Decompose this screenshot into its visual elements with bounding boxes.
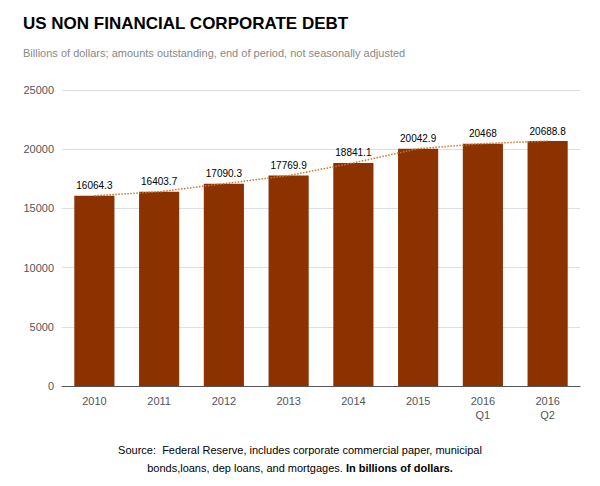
- svg-text:20042.9: 20042.9: [400, 133, 437, 144]
- svg-text:5000: 5000: [30, 321, 54, 333]
- svg-text:20688.8: 20688.8: [530, 126, 567, 137]
- svg-text:0: 0: [48, 380, 54, 392]
- svg-text:17090.3: 17090.3: [206, 168, 243, 179]
- svg-text:Billions of dollars; amounts o: Billions of dollars; amounts outstanding…: [23, 47, 405, 59]
- svg-text:10000: 10000: [23, 262, 54, 274]
- svg-text:2016: 2016: [535, 395, 559, 407]
- svg-text:2013: 2013: [276, 395, 300, 407]
- svg-text:18841.1: 18841.1: [335, 147, 372, 158]
- svg-text:2010: 2010: [82, 395, 106, 407]
- svg-text:25000: 25000: [23, 84, 54, 96]
- svg-text:2016: 2016: [471, 395, 495, 407]
- svg-text:In billions of dollars.: In billions of dollars.: [346, 462, 453, 474]
- svg-text:16064.3: 16064.3: [76, 180, 113, 191]
- svg-text:bonds,loans, dep loans, and mo: bonds,loans, dep loans, and mortgages.: [147, 462, 346, 474]
- svg-text:17769.9: 17769.9: [271, 160, 308, 171]
- svg-text:2014: 2014: [341, 395, 365, 407]
- svg-text:Q1: Q1: [476, 409, 491, 421]
- svg-text:16403.7: 16403.7: [141, 176, 178, 187]
- svg-text:Source: Federal Reserve, incl: Source: Federal Reserve, includes corpor…: [118, 444, 482, 456]
- svg-text:US NON FINANCIAL CORPORATE DEB: US NON FINANCIAL CORPORATE DEBT: [23, 14, 349, 33]
- svg-text:2012: 2012: [212, 395, 236, 407]
- svg-text:Q2: Q2: [540, 409, 555, 421]
- svg-text:20000: 20000: [23, 143, 54, 155]
- svg-text:20468: 20468: [469, 128, 497, 139]
- svg-text:2011: 2011: [147, 395, 171, 407]
- svg-text:2015: 2015: [406, 395, 430, 407]
- svg-text:15000: 15000: [23, 202, 54, 214]
